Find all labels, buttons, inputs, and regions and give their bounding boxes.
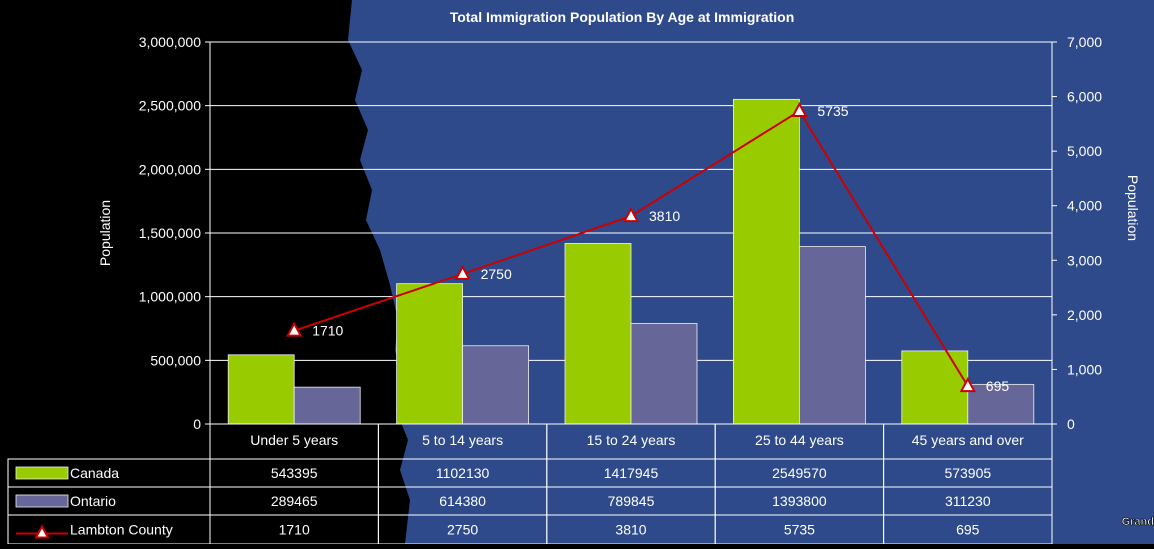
table-value: 695 — [956, 522, 980, 538]
table-value: 1102130 — [436, 465, 490, 481]
data-label: 5735 — [817, 103, 848, 119]
y2-tick-label: 7,000 — [1067, 34, 1102, 50]
chart-title: Total Immigration Population By Age at I… — [450, 9, 795, 25]
x-category-label: Under 5 years — [250, 432, 338, 448]
y2-tick-label: 2,000 — [1067, 307, 1102, 323]
y2-tick-label: 1,000 — [1067, 361, 1102, 377]
legend-marker — [34, 524, 50, 539]
bar-canada — [901, 350, 969, 425]
table-value: 2549570 — [772, 465, 827, 481]
y-tick-label: 1,500,000 — [139, 225, 201, 241]
y-tick-label: 0 — [193, 416, 201, 432]
watermark-text: Grand — [1122, 516, 1154, 528]
bar-canada — [733, 98, 800, 425]
y-tick-label: 2,500,000 — [139, 98, 201, 114]
table-value: 289465 — [271, 493, 318, 509]
bar-canada — [396, 283, 464, 425]
data-label: 3810 — [649, 208, 680, 224]
y-tick-label: 3,000,000 — [139, 34, 201, 50]
table-value: 3810 — [615, 522, 646, 538]
table-value: 2750 — [447, 522, 478, 538]
x-category-label: 45 years and over — [912, 432, 1024, 448]
table-value: 789845 — [608, 493, 655, 509]
y2-tick-label: 6,000 — [1067, 89, 1102, 105]
line-marker — [454, 264, 471, 280]
data-label: 1710 — [312, 323, 343, 339]
table-value: 1710 — [279, 522, 310, 538]
y2-tick-label: 3,000 — [1067, 252, 1102, 268]
ylabel-right: Population — [1125, 175, 1141, 241]
table-value: 573905 — [944, 465, 991, 481]
bar-canada — [564, 243, 632, 425]
line-marker — [622, 206, 640, 223]
legend-swatch-ontario — [15, 494, 69, 508]
legend-swatch-canada — [15, 466, 69, 480]
legend-entry: Canada — [70, 465, 119, 481]
legend-entry: Lambton County — [70, 522, 173, 538]
table-value: 543395 — [271, 465, 318, 481]
table-value: 311230 — [945, 493, 991, 509]
legend-entry: Ontario — [70, 493, 116, 509]
y2-tick-label: 0 — [1067, 416, 1075, 432]
line-marker — [791, 101, 808, 118]
bar-ontario — [462, 345, 530, 425]
y-tick-label: 1,000,000 — [139, 289, 201, 305]
bar-ontario — [967, 383, 1035, 425]
bar-canada — [227, 354, 295, 425]
bar-ontario — [630, 323, 698, 425]
table-value: 1393800 — [772, 493, 827, 509]
table-value: 614380 — [439, 493, 486, 509]
ylabel-left: Population — [97, 200, 113, 266]
y2-tick-label: 4,000 — [1067, 198, 1102, 214]
data-label: 2750 — [481, 266, 512, 282]
y-tick-label: 500,000 — [150, 352, 201, 368]
x-category-label: 5 to 14 years — [422, 432, 503, 448]
bar-ontario — [293, 386, 361, 425]
bar-ontario — [799, 246, 866, 425]
y2-tick-label: 5,000 — [1067, 143, 1102, 159]
table-value: 1417945 — [604, 465, 659, 481]
table-value: 5735 — [784, 522, 815, 538]
line-marker — [959, 376, 976, 393]
data-label: 695 — [986, 378, 1010, 394]
line-marker — [286, 321, 303, 337]
x-category-label: 15 to 24 years — [587, 432, 676, 448]
y-tick-label: 2,000,000 — [139, 161, 201, 177]
x-category-label: 25 to 44 years — [755, 432, 844, 448]
